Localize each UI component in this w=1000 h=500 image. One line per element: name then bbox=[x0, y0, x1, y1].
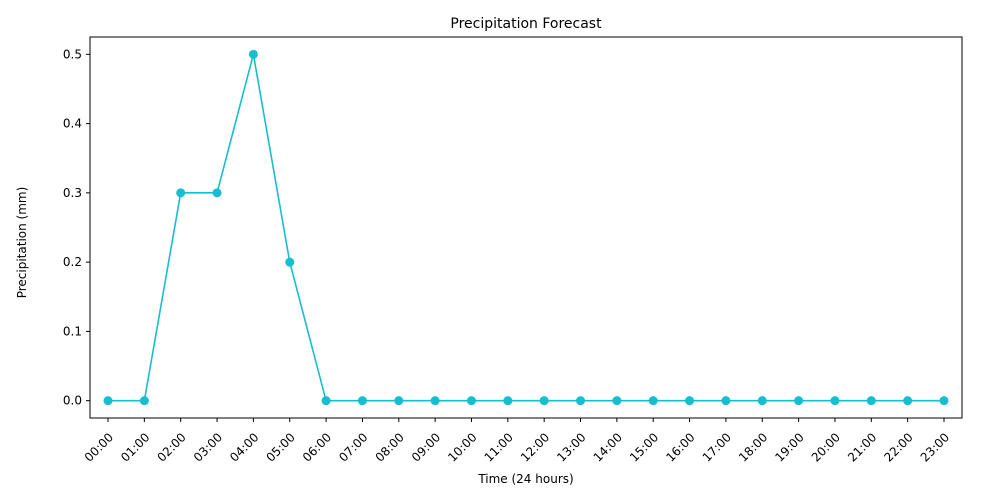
data-point bbox=[103, 396, 113, 406]
y-tick-label: 0.4 bbox=[63, 117, 82, 131]
x-tick-label: 11:00 bbox=[482, 430, 516, 464]
series-line bbox=[108, 53, 944, 402]
data-point bbox=[539, 396, 549, 406]
x-tick-label: 07:00 bbox=[336, 430, 370, 464]
x-tick-label: 18:00 bbox=[736, 430, 770, 464]
plot-frame bbox=[89, 36, 963, 419]
x-tick-label: 09:00 bbox=[409, 430, 443, 464]
x-tick-label: 03:00 bbox=[191, 430, 225, 464]
data-point bbox=[794, 396, 804, 406]
x-tick-label: 10:00 bbox=[445, 430, 479, 464]
x-tick-label: 14:00 bbox=[591, 430, 625, 464]
x-tick-label: 23:00 bbox=[918, 430, 952, 464]
data-point bbox=[830, 396, 840, 406]
x-tick-label: 12:00 bbox=[518, 430, 552, 464]
data-point bbox=[503, 396, 513, 406]
x-tick-label: 00:00 bbox=[82, 430, 116, 464]
chart-title: Precipitation Forecast bbox=[450, 16, 602, 32]
y-tick-label: 0.5 bbox=[63, 47, 82, 61]
data-point bbox=[866, 396, 876, 406]
data-point bbox=[757, 396, 767, 406]
data-point bbox=[466, 396, 476, 406]
x-tick-label: 20:00 bbox=[809, 430, 843, 464]
data-point bbox=[939, 396, 949, 406]
data-point bbox=[139, 396, 149, 406]
data-point bbox=[721, 396, 731, 406]
x-axis-label: Time (24 hours) bbox=[477, 472, 573, 486]
x-tick-label: 19:00 bbox=[772, 430, 806, 464]
data-point bbox=[612, 396, 622, 406]
data-point bbox=[430, 396, 440, 406]
y-tick-label: 0.2 bbox=[63, 255, 82, 269]
x-tick-label: 04:00 bbox=[227, 430, 261, 464]
data-point bbox=[394, 396, 404, 406]
data-point bbox=[176, 188, 186, 198]
data-point bbox=[357, 396, 367, 406]
data-point bbox=[903, 396, 913, 406]
x-tick-label: 01:00 bbox=[118, 430, 152, 464]
x-tick-label: 16:00 bbox=[663, 430, 697, 464]
y-tick-label: 0.1 bbox=[63, 324, 82, 338]
data-point bbox=[685, 396, 695, 406]
data-point bbox=[248, 49, 258, 59]
x-tick-label: 06:00 bbox=[300, 430, 334, 464]
y-tick-label: 0.3 bbox=[63, 186, 82, 200]
data-point bbox=[576, 396, 586, 406]
data-point bbox=[321, 396, 331, 406]
y-axis-label: Precipitation (mm) bbox=[15, 187, 29, 299]
plot-area: 0.0 0.1 0.2 0.3 0.4 0.5 00:00 01:00 02:00 03:00 04… bbox=[63, 36, 963, 465]
x-tick-label: 17:00 bbox=[700, 430, 734, 464]
x-tick-label: 13:00 bbox=[554, 430, 588, 464]
x-tick-label: 08:00 bbox=[373, 430, 407, 464]
x-tick-label: 21:00 bbox=[845, 430, 879, 464]
data-point bbox=[285, 257, 295, 267]
y-tick-label: 0.0 bbox=[63, 394, 82, 408]
x-tick-label: 05:00 bbox=[263, 430, 297, 464]
x-tick-label: 02:00 bbox=[154, 430, 188, 464]
x-tick-label: 15:00 bbox=[627, 430, 661, 464]
data-point bbox=[212, 188, 222, 198]
data-point bbox=[648, 396, 658, 406]
x-tick-label: 22:00 bbox=[881, 430, 915, 464]
